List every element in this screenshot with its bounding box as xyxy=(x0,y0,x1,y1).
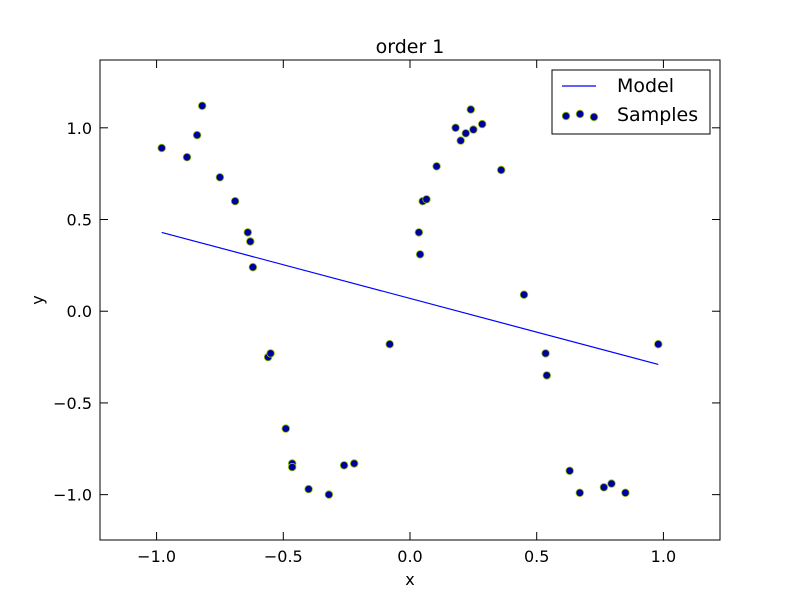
sample-point xyxy=(621,488,630,497)
y-tick-label: 0.0 xyxy=(67,302,92,321)
x-tick-label: −0.5 xyxy=(264,547,303,566)
sample-point xyxy=(324,490,334,499)
sample-point xyxy=(350,459,359,468)
sample-point xyxy=(461,129,470,138)
axis-ticks: −1.0 −0.5 0.0 0.5 1.0 −1.0 −0.5 0.0 0.5 1.0 xyxy=(53,60,720,566)
sample-point xyxy=(197,101,207,110)
sample-point xyxy=(304,484,313,494)
legend-sample-marker xyxy=(561,111,571,121)
samples-group xyxy=(157,101,663,499)
y-tick-label: −0.5 xyxy=(53,394,92,413)
legend-samples-label: Samples xyxy=(617,104,698,126)
x-tick-label: 0.0 xyxy=(397,547,422,566)
y-tick-label: −1.0 xyxy=(53,486,92,505)
model-line-group xyxy=(161,231,659,365)
sample-point xyxy=(575,488,584,497)
sample-point xyxy=(215,173,225,182)
sample-point xyxy=(266,349,275,358)
x-tick-label: −1.0 xyxy=(137,547,176,566)
sample-point xyxy=(246,237,255,246)
sample-point xyxy=(432,162,441,171)
sample-point xyxy=(541,349,550,358)
sample-point xyxy=(456,136,465,145)
sample-point xyxy=(542,371,551,380)
sample-point xyxy=(385,340,394,349)
sample-point xyxy=(565,466,574,475)
sample-point xyxy=(497,165,506,175)
sample-point xyxy=(415,250,425,259)
y-tick-label: 1.0 xyxy=(67,119,92,138)
legend-model-label: Model xyxy=(617,75,674,97)
sample-point xyxy=(451,123,460,132)
sample-point xyxy=(281,424,290,433)
sample-point xyxy=(248,263,258,272)
sample-point xyxy=(192,130,202,140)
x-tick-label: 0.5 xyxy=(524,547,549,566)
sample-point xyxy=(230,196,240,206)
model-line xyxy=(161,231,659,365)
chart-title: order 1 xyxy=(376,36,445,58)
legend-sample-marker xyxy=(575,109,585,119)
legend-box xyxy=(551,69,711,135)
sample-point xyxy=(339,461,349,470)
legend-sample-marker xyxy=(589,112,599,122)
x-axis-label: x xyxy=(405,570,414,589)
sample-point xyxy=(478,119,487,129)
sample-point xyxy=(599,483,609,492)
sample-point xyxy=(654,340,663,349)
sample-point xyxy=(466,105,475,114)
y-tick-label: 0.5 xyxy=(67,211,92,230)
sample-point xyxy=(519,290,529,299)
sample-point xyxy=(157,143,166,153)
legend: Model Samples xyxy=(551,69,711,135)
x-tick-label: 1.0 xyxy=(651,547,676,566)
sample-point xyxy=(288,462,297,472)
y-axis-label: y xyxy=(28,295,47,304)
sample-point xyxy=(182,152,192,162)
sample-point xyxy=(422,195,431,204)
plot-area: −1.0 −0.5 0.0 0.5 1.0 −1.0 −0.5 0.0 0.5 1.0 xyxy=(53,59,721,566)
sample-point xyxy=(469,125,478,134)
sample-point xyxy=(607,479,616,488)
sample-point xyxy=(414,228,424,237)
sample-point xyxy=(243,228,252,237)
